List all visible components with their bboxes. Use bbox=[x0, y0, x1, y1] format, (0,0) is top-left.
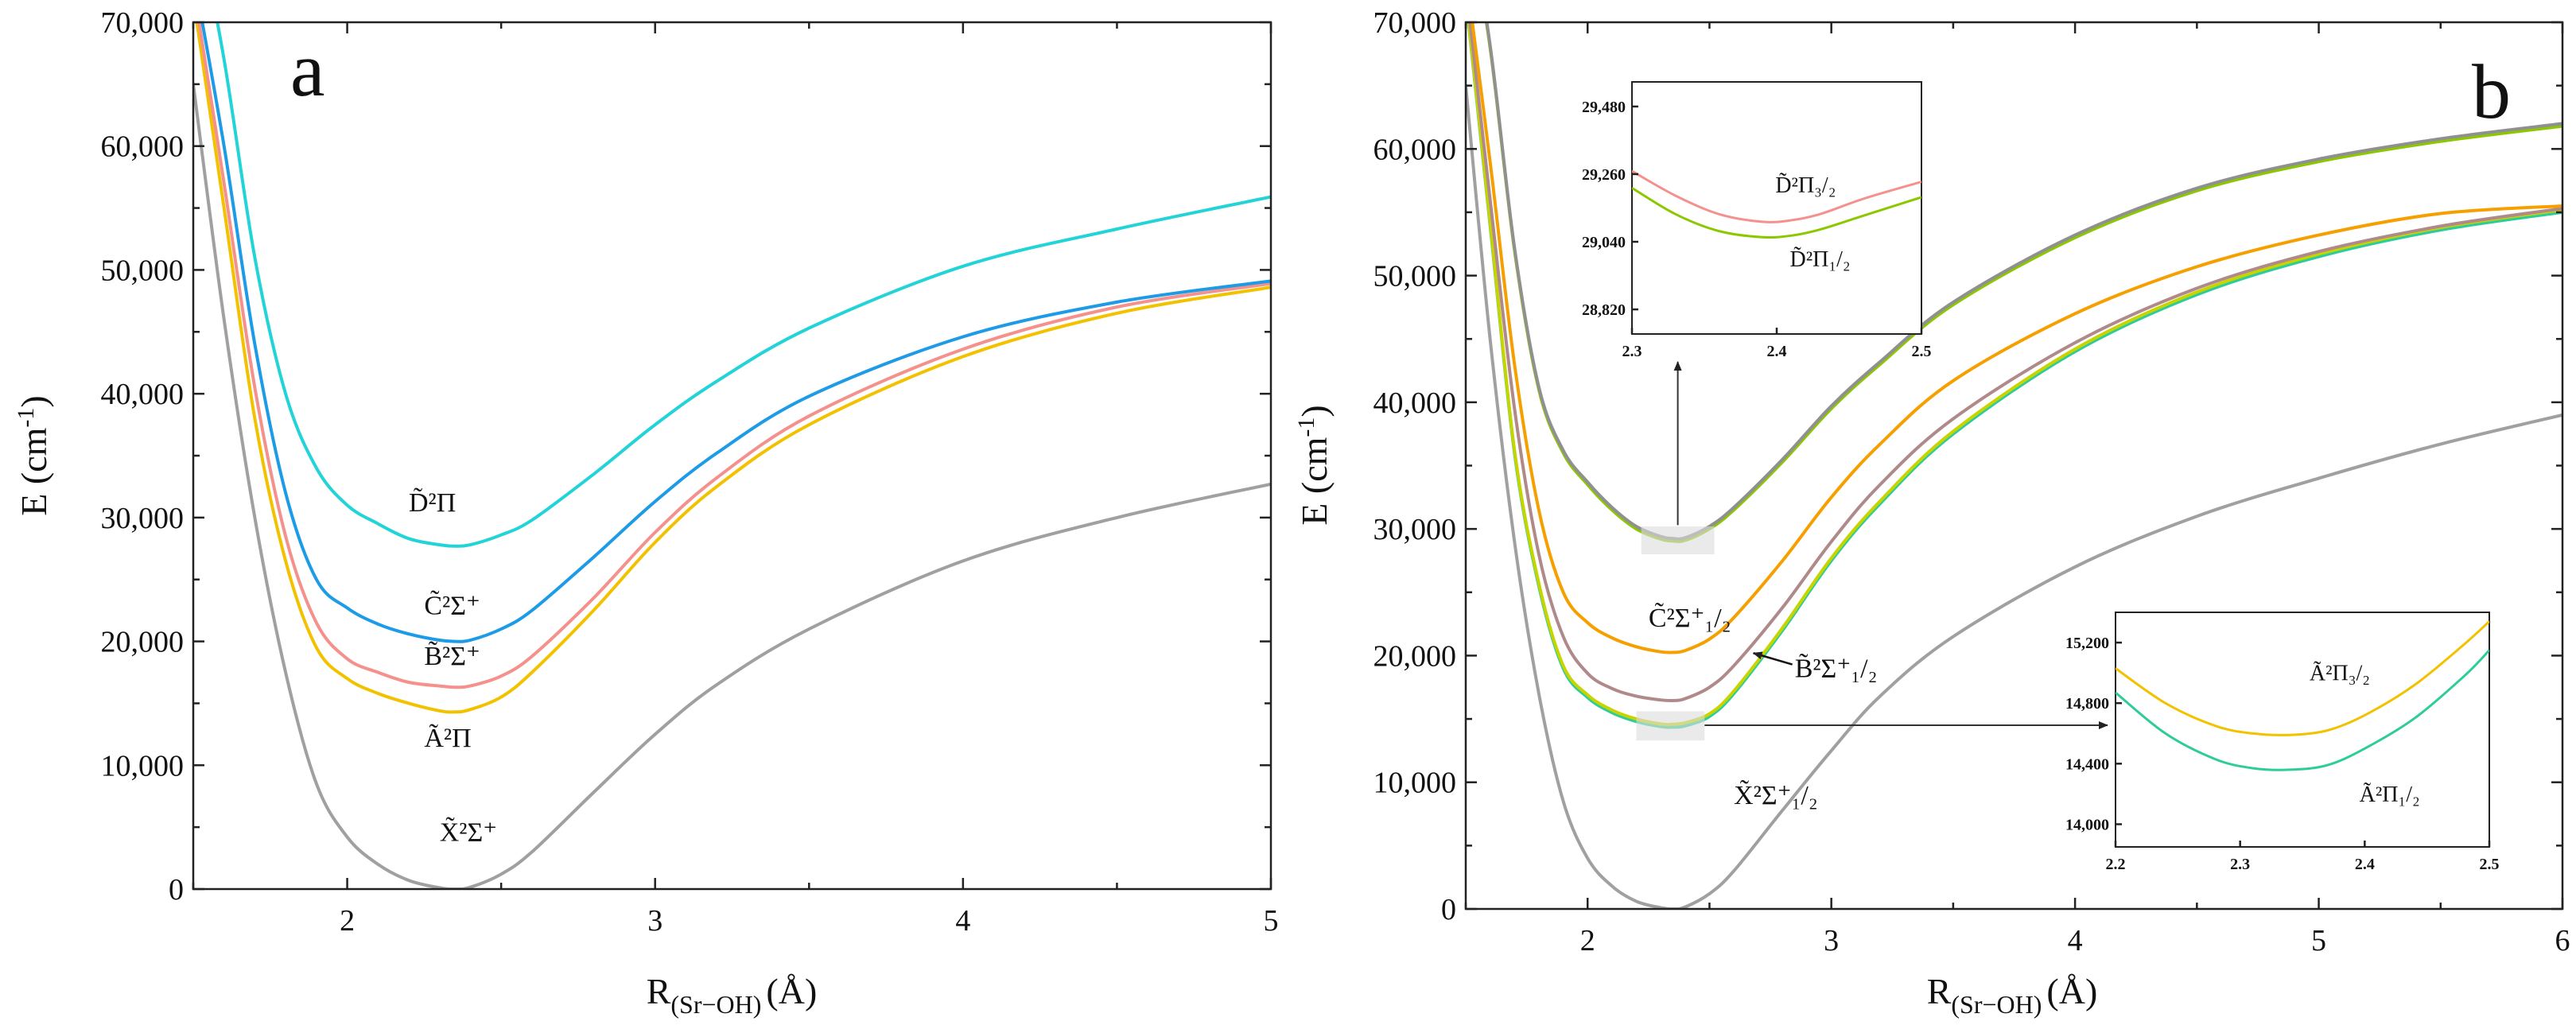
y-tick-label: 60,000 bbox=[1373, 133, 1457, 166]
state-label: C̃²Σ⁺ bbox=[424, 589, 480, 620]
y-axis-title: E (cm-1) bbox=[13, 395, 54, 515]
series-line-4 bbox=[216, 22, 1271, 548]
y-tick-label: 70,000 bbox=[101, 6, 185, 40]
inset-x-tick-label: 2.2 bbox=[2106, 856, 2126, 873]
curves-group bbox=[193, 22, 1271, 889]
y-tick-label: 50,000 bbox=[1373, 260, 1457, 293]
y-tick-label: 10,000 bbox=[101, 749, 185, 783]
panel-label: b bbox=[2472, 49, 2511, 135]
state-label: Ã²Π bbox=[424, 724, 471, 753]
inset-series-line-1 bbox=[1632, 187, 1921, 239]
inset-state-label: Ã²Π₁/₂ bbox=[2360, 783, 2420, 807]
plot-frame bbox=[192, 21, 1272, 891]
y-tick-label: 20,000 bbox=[1373, 639, 1457, 673]
zoom-region-d bbox=[1641, 526, 1715, 554]
b-label-pointer bbox=[1752, 651, 1793, 666]
state-label: C̃²Σ⁺₁/₂ bbox=[1649, 602, 1731, 633]
panel-b: 0 10,000 20,000 30,000 40,000 50,000 60,000 70,… bbox=[1293, 6, 2570, 1019]
inset-frame bbox=[2115, 612, 2490, 848]
x-axis-title: R(Sr−OH) (Å) bbox=[1927, 971, 2098, 1019]
inset-y-tick-label: 15,200 bbox=[2065, 635, 2109, 652]
series-line-0 bbox=[193, 82, 1271, 889]
x-tick-label: 2 bbox=[340, 904, 355, 938]
inset-curves bbox=[1632, 169, 1921, 239]
zoom-region-a bbox=[1636, 711, 1705, 741]
inset-x-tick-label: 2.4 bbox=[1767, 343, 1787, 360]
x-tick-label: 4 bbox=[955, 904, 970, 938]
y-tick-label: 30,000 bbox=[101, 502, 185, 535]
series-line-0 bbox=[1466, 83, 2562, 909]
x-axis-title: R(Sr−OH) (Å) bbox=[647, 971, 818, 1019]
inset-x-tick-label: 2.5 bbox=[2480, 856, 2500, 873]
state-label: X̃²Σ⁺₁/₂ bbox=[1734, 779, 1818, 810]
series-line-5 bbox=[1485, 22, 2562, 543]
inset-y-tick-label: 28,820 bbox=[1582, 301, 1626, 319]
y-tick-label: 10,000 bbox=[1373, 767, 1457, 800]
inset-y-tick-label: 29,480 bbox=[1582, 99, 1626, 116]
series-line-3 bbox=[1468, 22, 2562, 703]
inset-y-tick-label: 14,400 bbox=[2065, 755, 2109, 773]
inset-y-tick-label: 14,800 bbox=[2065, 695, 2109, 713]
inset-curves bbox=[2116, 620, 2489, 771]
inset-series-line-0 bbox=[2116, 620, 2489, 736]
inset-x-tick-label: 2.4 bbox=[2355, 856, 2375, 873]
series-line-1 bbox=[195, 22, 1271, 714]
series-line-2 bbox=[1467, 22, 2562, 727]
inset-y-tick-label: 14,000 bbox=[2065, 816, 2109, 833]
inset-1: 14,000 14,400 14,800 15,200 2.2 2.3 2.4 2.5 Ã²Π… bbox=[2065, 612, 2500, 873]
inset-y-tick-label: 29,260 bbox=[1582, 166, 1626, 184]
inset-state-label: D̃²Π₃/₂ bbox=[1775, 173, 1836, 199]
x-tick-label: 5 bbox=[2311, 924, 2326, 957]
x-tick-label: 4 bbox=[2068, 924, 2083, 957]
inset-series-line-0 bbox=[1632, 169, 1921, 223]
x-tick-label: 2 bbox=[1580, 924, 1595, 957]
series-line-2 bbox=[197, 22, 1271, 689]
inset-series-line-1 bbox=[2116, 649, 2489, 771]
panel-label: a bbox=[290, 27, 325, 113]
inset-x-tick-label: 2.5 bbox=[1912, 343, 1932, 360]
state-label: B̃²Σ⁺₁/₂ bbox=[1795, 653, 1878, 684]
y-tick-label: 40,000 bbox=[101, 378, 185, 411]
y-tick-label: 0 bbox=[1441, 893, 1456, 926]
series-line-4 bbox=[1471, 22, 2562, 654]
inset-state-label: Ã²Π₃/₂ bbox=[2310, 662, 2370, 686]
y-tick-label: 50,000 bbox=[101, 254, 185, 287]
x-tick-label: 3 bbox=[1824, 924, 1839, 957]
y-tick-label: 0 bbox=[169, 873, 184, 907]
y-tick-label: 20,000 bbox=[101, 626, 185, 659]
x-tick-label: 3 bbox=[647, 904, 662, 938]
y-tick-label: 60,000 bbox=[101, 130, 185, 164]
y-tick-label: 30,000 bbox=[1373, 513, 1457, 546]
state-label: D̃²Π bbox=[409, 487, 456, 518]
y-axis-title: E (cm-1) bbox=[1293, 405, 1335, 525]
state-label: B̃²Σ⁺ bbox=[424, 640, 480, 671]
inset-y-tick-label: 29,040 bbox=[1582, 234, 1626, 251]
panel-a: 0 10,000 20,000 30,000 40,000 50,000 60,000 70,… bbox=[13, 6, 1279, 1019]
inset-x-tick-label: 2.3 bbox=[2230, 856, 2250, 873]
y-tick-label: 70,000 bbox=[1373, 6, 1457, 40]
inset-x-tick-label: 2.3 bbox=[1622, 343, 1642, 360]
y-tick-label: 40,000 bbox=[1373, 386, 1457, 420]
inset-0: 28,820 29,040 29,260 29,480 2.3 2.4 2.5 D̃²Π₃/₂… bbox=[1582, 81, 1932, 360]
x-tick-label: 6 bbox=[2555, 924, 2570, 957]
series-line-3 bbox=[200, 22, 1271, 643]
inset-frame bbox=[1631, 81, 1922, 335]
x-tick-label: 5 bbox=[1264, 904, 1279, 938]
state-label: X̃²Σ⁺ bbox=[440, 817, 497, 848]
inset-state-label: D̃²Π₁/₂ bbox=[1790, 247, 1851, 272]
